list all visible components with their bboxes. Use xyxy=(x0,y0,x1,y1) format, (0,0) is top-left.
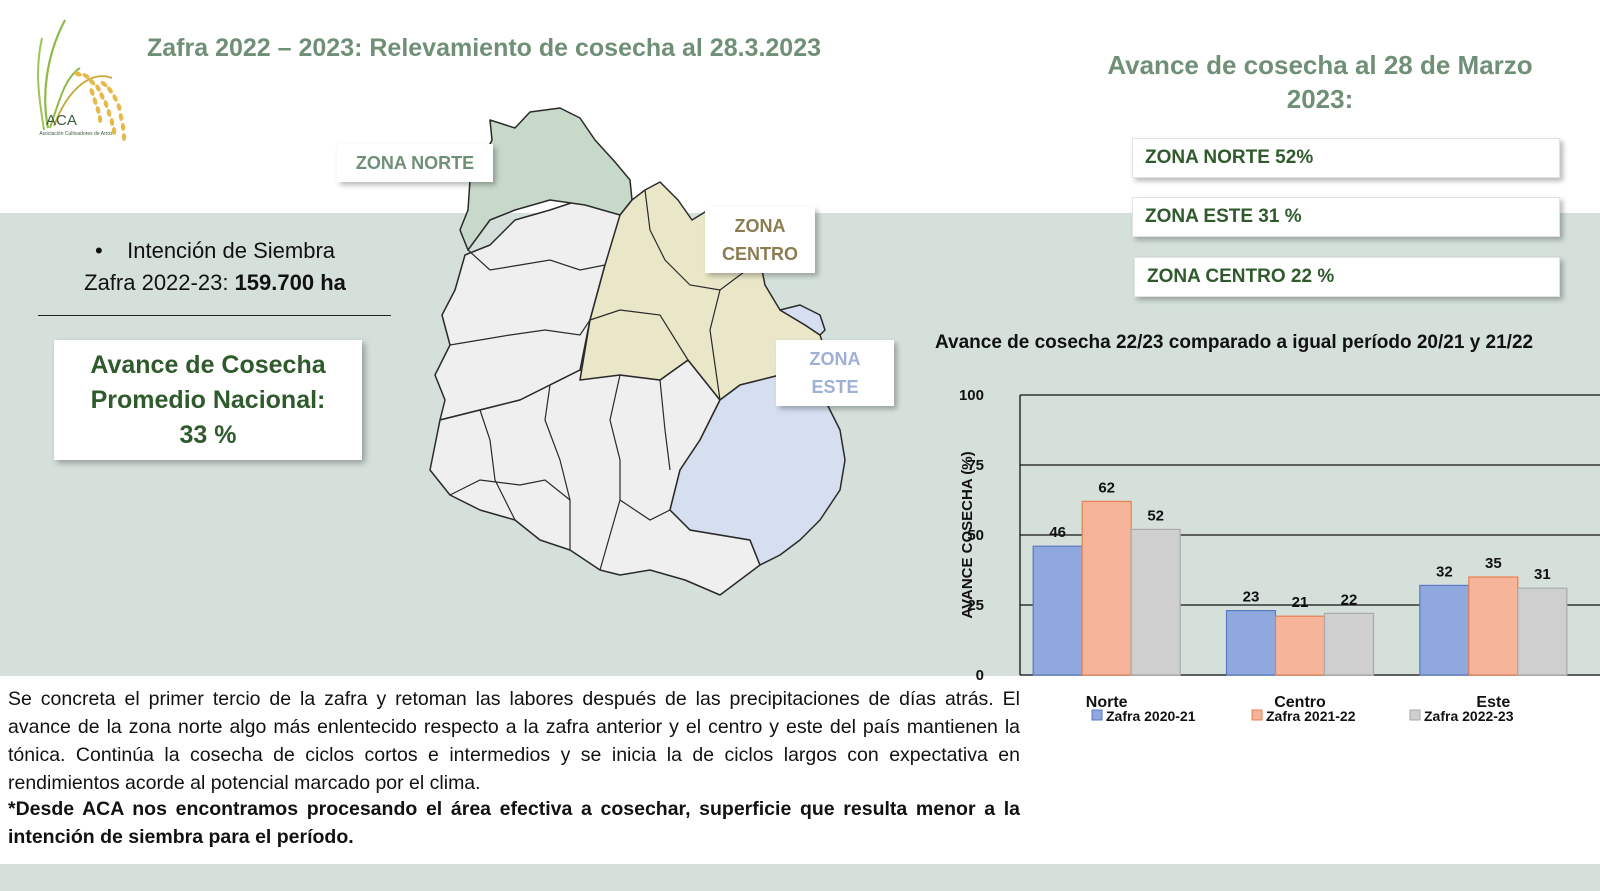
map-este-north xyxy=(779,304,826,336)
y-tick-label: 50 xyxy=(967,527,984,544)
data-label: 23 xyxy=(1243,589,1260,606)
uruguay-map xyxy=(429,107,846,596)
siembra-line2-prefix: Zafra 2022-23: xyxy=(84,270,235,295)
x-tick-label: Norte xyxy=(1086,694,1128,711)
legend-swatch xyxy=(1091,709,1103,721)
data-label: 31 xyxy=(1534,566,1551,583)
footer-band xyxy=(0,864,1600,891)
bar-este-1 xyxy=(1468,576,1519,676)
promedio-line2: Promedio Nacional: xyxy=(90,386,326,414)
bar-centro-1 xyxy=(1274,615,1326,676)
legend-entry: Zafra 2022-23 xyxy=(1424,708,1514,724)
bullet: • xyxy=(94,238,103,263)
map-label-este-2: ESTE xyxy=(811,377,859,397)
data-label: 52 xyxy=(1147,507,1164,524)
bar-centro-2 xyxy=(1323,612,1375,676)
legend-entry: Zafra 2021-22 xyxy=(1266,708,1356,724)
data-label: 22 xyxy=(1341,591,1358,608)
divider xyxy=(38,315,391,316)
legend-entry: Zafra 2020-21 xyxy=(1106,708,1196,724)
page-title: Zafra 2022 – 2023: Relevamiento de cosec… xyxy=(147,34,822,62)
map-label-centro-1: ZONA xyxy=(734,216,786,236)
bar-chart: 0 25 50 75 100 AVANCE COSECHA (%) 46 62 52 Norte 2… xyxy=(959,387,1600,724)
map-label-este-1: ZONA xyxy=(809,349,861,369)
x-tick-label: Este xyxy=(1476,694,1510,711)
rice-plant-icon xyxy=(37,19,127,141)
y-axis-label: AVANCE COSECHA (%) xyxy=(959,451,976,618)
data-label: 21 xyxy=(1292,594,1309,611)
map-label-centro: ZONA CENTRO xyxy=(705,207,815,273)
siembra-value: 159.700 ha xyxy=(234,270,346,295)
y-tick-label: 75 xyxy=(967,457,984,474)
map-norte-zone xyxy=(459,107,633,251)
promedio-nacional-box: Avance de Cosecha Promedio Nacional: 33 … xyxy=(54,340,362,460)
body-note: *Desde ACA nos encontramos procesando el… xyxy=(8,798,1020,848)
data-label: 35 xyxy=(1485,555,1502,572)
bar-norte-2 xyxy=(1130,528,1181,676)
chart-title: Avance de cosecha 22/23 comparado a igua… xyxy=(935,332,1534,353)
data-label: 62 xyxy=(1098,479,1115,496)
map-label-centro-2: CENTRO xyxy=(722,244,798,264)
intencion-siembra: • Intención de Siembra Zafra 2022-23: 15… xyxy=(40,235,390,299)
map-label-norte: ZONA NORTE xyxy=(337,144,493,182)
legend-swatch xyxy=(1409,709,1421,721)
zone-summary-norte: ZONA NORTE 52% xyxy=(1132,138,1560,178)
promedio-value: 33 % xyxy=(179,421,237,449)
x-tick-label: Centro xyxy=(1274,694,1326,711)
data-label: 46 xyxy=(1049,524,1066,541)
bar-norte-0 xyxy=(1032,545,1083,676)
bar-centro-0 xyxy=(1225,610,1277,676)
zone-summary-este: ZONA ESTE 31 % xyxy=(1132,197,1560,237)
body-paragraph: Se concreta el primer tercio de la zafra… xyxy=(8,688,1020,794)
siembra-line1: Intención de Siembra xyxy=(127,238,336,263)
map-label-este: ZONA ESTE xyxy=(776,340,894,406)
zone-summary-centro: ZONA CENTRO 22 % xyxy=(1134,257,1560,297)
y-tick-label: 25 xyxy=(967,597,984,614)
bar-este-0 xyxy=(1419,584,1470,676)
y-tick-label: 100 xyxy=(959,387,984,404)
logo-acronym: ACA xyxy=(46,112,77,129)
promedio-line1: Avance de Cosecha xyxy=(90,351,326,379)
bar-norte-1 xyxy=(1081,500,1132,676)
y-tick-label: 0 xyxy=(976,667,984,684)
bar-este-2 xyxy=(1517,587,1568,676)
data-label: 32 xyxy=(1436,563,1453,580)
logo-subtitle: Asociación Cultivadores de Arroz xyxy=(39,131,113,137)
avance-title: Avance de cosecha al 28 de Marzo 2023: xyxy=(1107,50,1533,114)
legend-swatch xyxy=(1251,709,1263,721)
